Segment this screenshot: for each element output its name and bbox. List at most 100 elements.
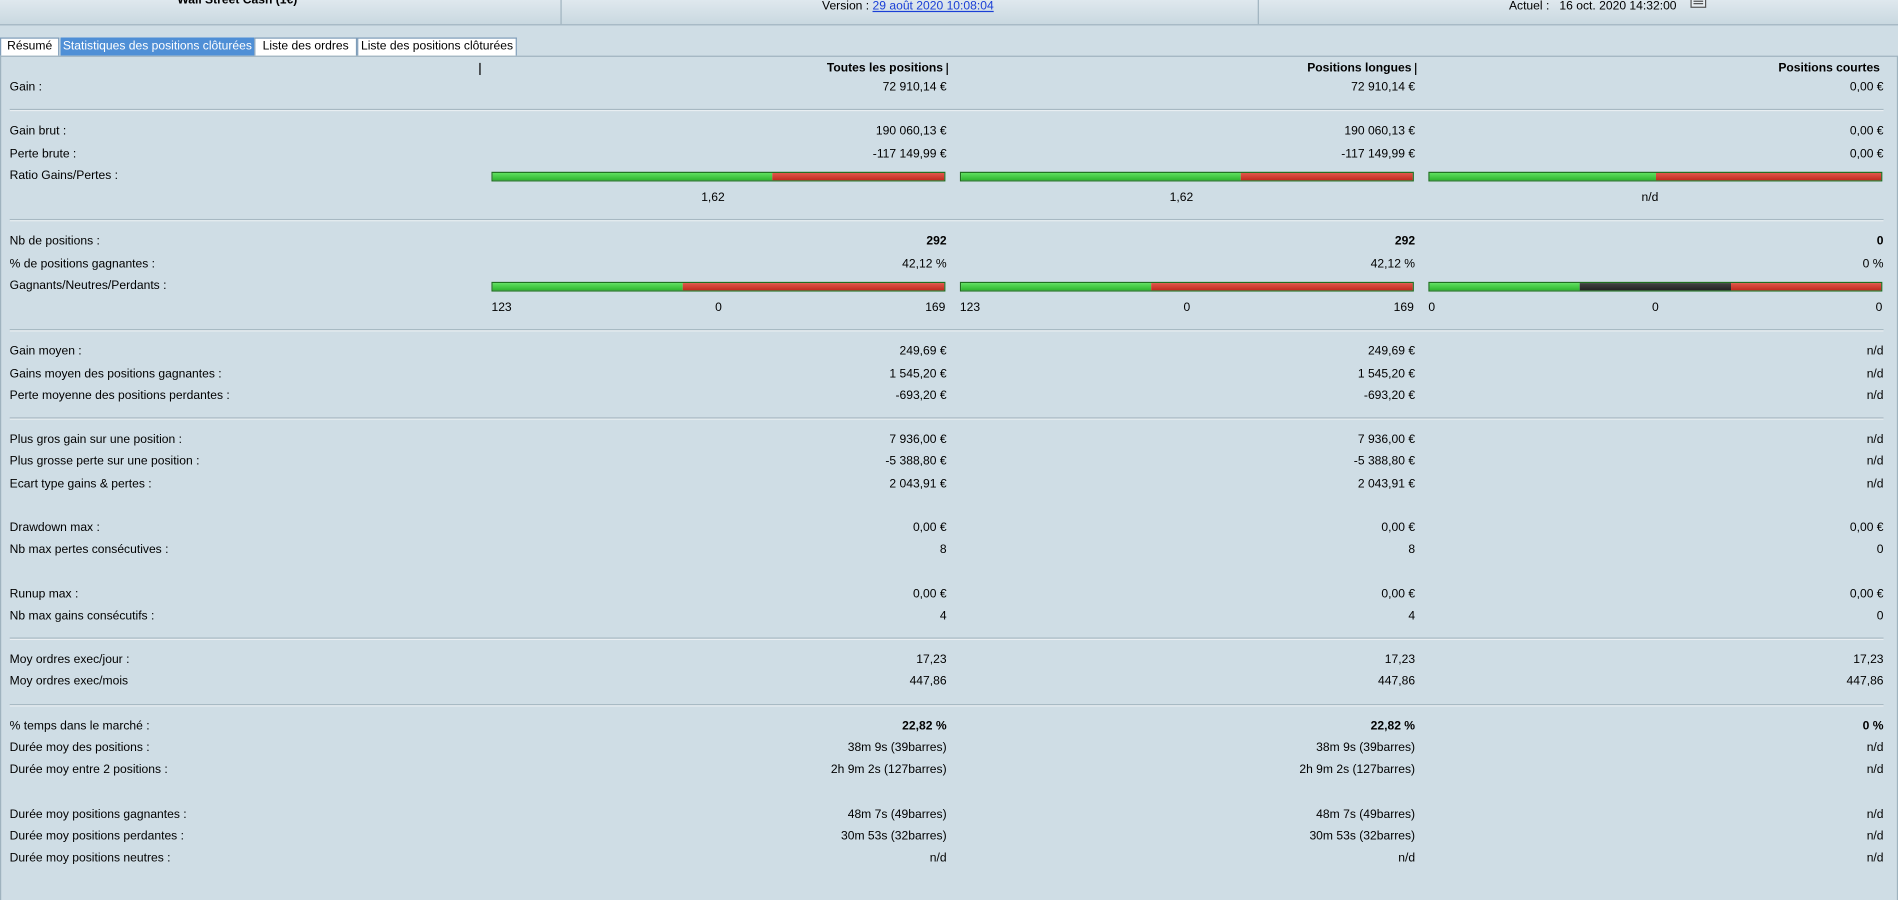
loss-segment <box>1240 172 1413 180</box>
version-link[interactable]: 29 août 2020 10:08:04 <box>872 0 994 14</box>
actual-label: Actuel : <box>1508 0 1550 14</box>
tab[interactable]: Liste des positions clôturées <box>357 37 517 56</box>
row-value: -117 149,99 € <box>872 147 947 161</box>
row-value: 22,82 % <box>1370 719 1416 733</box>
gain-segment <box>961 172 1241 180</box>
row-value: -5 388,80 € <box>1353 455 1416 469</box>
row-value: -693,20 € <box>1363 389 1416 403</box>
row-value: n/d <box>1866 829 1884 843</box>
row-label: Nb max pertes consécutives : <box>9 543 169 557</box>
row-value: n/d <box>1866 807 1884 821</box>
row-value: n/d <box>1866 433 1884 447</box>
row-value: 48m 7s (49barres) <box>847 807 947 821</box>
row-value: 48m 7s (49barres) <box>1316 807 1416 821</box>
losers-segment <box>1151 282 1413 291</box>
row-value: 30m 53s (32barres) <box>1309 829 1416 843</box>
row-value: 0 <box>1876 543 1884 557</box>
row-label: Gains moyen des positions gagnantes : <box>9 367 222 381</box>
ratio-value: 1,62 <box>1169 191 1194 205</box>
row-label: Moy ordres exec/mois <box>9 675 129 689</box>
actual-value: 16 oct. 2020 14:32:00 <box>1559 0 1677 14</box>
count-value: 0 <box>1651 301 1659 315</box>
gain-segment <box>492 172 772 180</box>
count-value: 0 <box>1875 301 1883 315</box>
row-label: Durée moy des positions : <box>9 741 150 755</box>
row-value: -117 149,99 € <box>1341 147 1416 161</box>
row-value: 2 043,91 € <box>889 477 947 491</box>
section-rule <box>9 219 1884 222</box>
row-value: n/d <box>1866 763 1884 777</box>
top-bar: Wall Street Cash (1€) Version : 29 août … <box>0 0 1898 26</box>
stat-bar <box>959 281 1414 292</box>
tab[interactable]: Résumé <box>0 37 60 56</box>
stat-bar <box>491 281 946 292</box>
row-value: n/d <box>929 851 947 865</box>
row-value: 1 545,20 € <box>1357 367 1416 381</box>
winners-segment <box>961 282 1152 291</box>
count-value: 0 <box>1183 301 1191 315</box>
ratio-value: n/d <box>1641 191 1659 205</box>
row-value: 2h 9m 2s (127barres) <box>1299 763 1416 777</box>
row-value: 4 <box>939 609 947 623</box>
row-label: % temps dans le marché : <box>9 719 150 733</box>
row-value: 190 060,13 € <box>875 125 947 139</box>
row-label: Durée moy entre 2 positions : <box>9 763 168 777</box>
row-value: 249,69 € <box>1367 345 1416 359</box>
stat-bar <box>1428 171 1883 182</box>
row-value: 17,23 <box>916 653 947 667</box>
section-rule <box>9 109 1884 112</box>
row-value: 2 043,91 € <box>1357 477 1416 491</box>
column-header: Toutes les positions <box>826 61 943 76</box>
row-value: n/d <box>1866 389 1884 403</box>
header-pipe <box>479 62 481 76</box>
row-value: 292 <box>1394 235 1416 249</box>
tab[interactable]: Liste des ordres <box>254 37 358 56</box>
row-value: 8 <box>939 543 947 557</box>
row-value: 0,00 € <box>1849 81 1884 95</box>
row-label: Durée moy positions neutres : <box>9 851 171 865</box>
row-value: 17,23 <box>1384 653 1416 667</box>
row-label: Ecart type gains & pertes : <box>9 477 152 491</box>
row-value: 0 <box>1876 235 1884 249</box>
header-pipe <box>1415 62 1417 76</box>
row-value: 0,00 € <box>1381 521 1416 535</box>
row-label: % de positions gagnantes : <box>9 257 156 271</box>
row-label: Runup max : <box>9 587 79 601</box>
settings-icon[interactable] <box>1690 0 1707 10</box>
row-label: Perte moyenne des positions perdantes : <box>9 389 230 403</box>
row-label: Gain moyen : <box>9 345 82 359</box>
row-label: Drawdown max : <box>9 521 100 535</box>
stats-panel: Toutes les positions Positions longues Pos… <box>0 55 1898 900</box>
tab[interactable]: Statistiques des positions clôturées <box>60 37 255 56</box>
stat-bar <box>1428 281 1883 292</box>
row-value: 0 % <box>1862 719 1884 733</box>
row-value: 4 <box>1408 609 1416 623</box>
row-value: 42,12 % <box>902 257 947 271</box>
row-value: 30m 53s (32barres) <box>840 829 947 843</box>
row-value: 447,86 <box>1378 675 1416 689</box>
row-value: 7 936,00 € <box>1357 433 1416 447</box>
count-value: 123 <box>491 301 512 315</box>
row-value: 0,00 € <box>1849 587 1884 601</box>
row-label: Nb de positions : <box>9 235 100 249</box>
row-value: 1 545,20 € <box>889 367 947 381</box>
row-value: 0,00 € <box>1849 521 1884 535</box>
row-value: 0 % <box>1862 257 1884 271</box>
row-value: n/d <box>1866 345 1884 359</box>
row-label: Gain brut : <box>9 125 67 139</box>
count-value: 0 <box>715 301 722 315</box>
losers-segment <box>682 282 945 291</box>
row-value: 0,00 € <box>1849 147 1884 161</box>
row-label: Durée moy positions gagnantes : <box>9 807 187 821</box>
winners-segment <box>1429 282 1581 291</box>
row-label: Nb max gains consécutifs : <box>9 609 155 623</box>
row-label: Moy ordres exec/jour : <box>9 653 130 667</box>
count-value: 123 <box>959 301 981 315</box>
row-value: 7 936,00 € <box>889 433 947 447</box>
version: Version : 29 août 2020 10:08:04 <box>726 0 1089 15</box>
row-label: Perte brute : <box>9 147 77 161</box>
separator <box>560 0 562 25</box>
row-value: n/d <box>1866 477 1884 491</box>
row-value: 292 <box>926 235 947 249</box>
